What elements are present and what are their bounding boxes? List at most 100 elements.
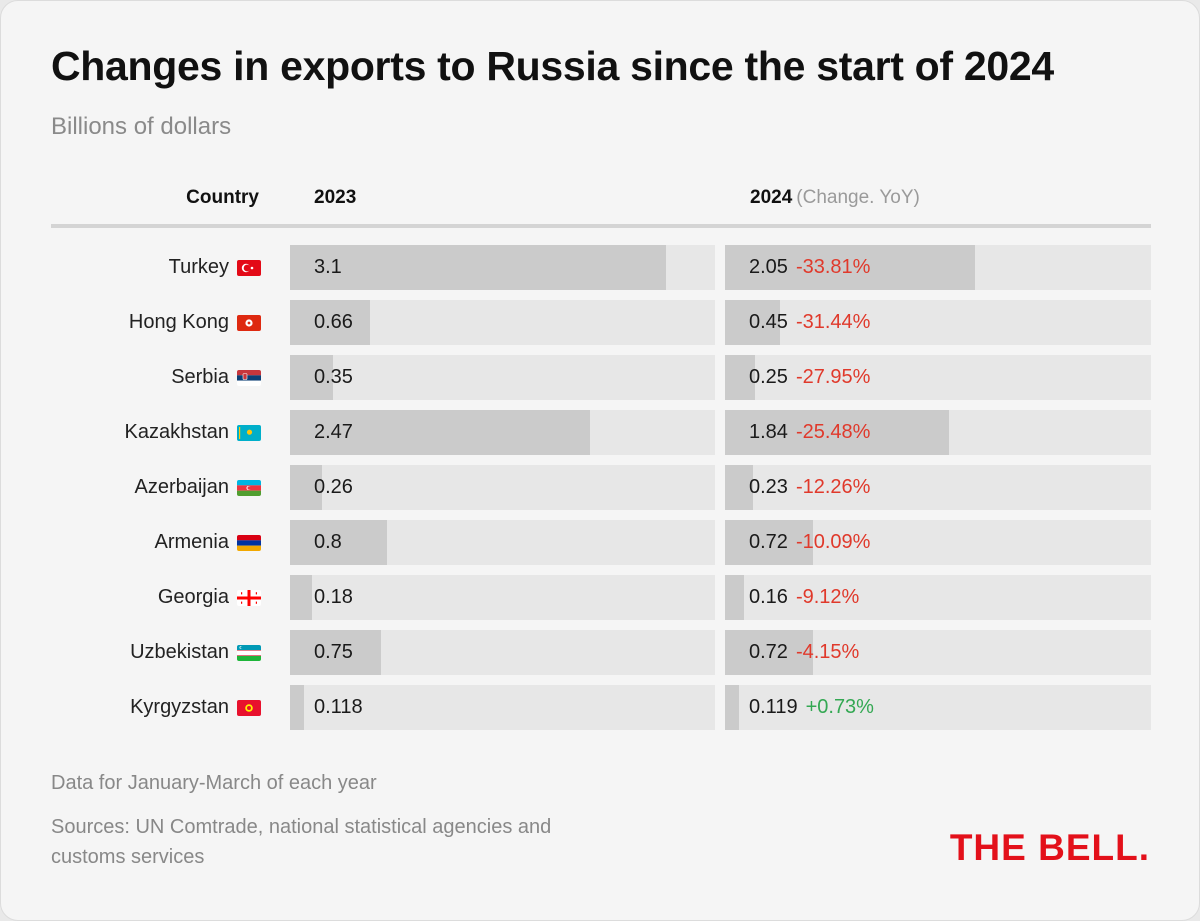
value-2023: 0.8 — [314, 531, 342, 553]
column-header-2024-note: (Change. YoY) — [796, 187, 920, 208]
country-name: Georgia — [157, 586, 229, 608]
value-2023: 0.18 — [314, 586, 353, 608]
value-2024: 2.05 — [749, 256, 788, 278]
value-2024: 0.23 — [749, 476, 788, 498]
row-hong-kong: Hong Kong 0.66 0.45 -31.44% — [1, 300, 1200, 345]
row-armenia: Armenia 0.8 0.72 -10.09% — [1, 520, 1200, 565]
bar-2023-uzbekistan — [290, 630, 381, 675]
value-label-2023: 0.8 — [314, 520, 342, 565]
value-label-2024: 0.23 -12.26% — [749, 465, 870, 510]
chart-subtitle: Billions of dollars — [51, 113, 232, 140]
bar-track-2023: 0.18 — [290, 575, 715, 620]
value-label-2023: 0.26 — [314, 465, 353, 510]
bar-2023-kyrgyzstan — [290, 685, 304, 730]
bar-track-2023: 0.26 — [290, 465, 715, 510]
chart-title: Changes in exports to Russia since the s… — [51, 43, 1054, 89]
change-yoy-label: +0.73% — [805, 696, 874, 718]
kyrgyzstan-flag-icon — [237, 699, 261, 716]
value-2023: 0.66 — [314, 311, 353, 333]
country-label: Azerbaijan — [134, 465, 261, 510]
country-name: Serbia — [171, 366, 229, 388]
header-divider — [51, 224, 1151, 228]
value-label-2024: 0.25 -27.95% — [749, 355, 870, 400]
value-label-2023: 2.47 — [314, 410, 353, 455]
change-yoy-label: -25.48% — [795, 421, 871, 443]
change-yoy-label: -4.15% — [795, 641, 860, 663]
row-uzbekistan: Uzbekistan 0.75 0.72 -4.15% — [1, 630, 1200, 675]
sources-note: Sources: UN Comtrade, national statistic… — [51, 816, 552, 868]
uzbekistan-flag-icon — [237, 644, 261, 661]
column-header-country: Country — [186, 187, 259, 208]
bar-2024-azerbaijan — [725, 465, 753, 510]
value-label-2023: 0.118 — [314, 685, 363, 730]
serbia-flag-icon — [237, 369, 261, 386]
country-name: Kyrgyzstan — [130, 696, 229, 718]
row-turkey: Turkey 3.1 2.05 -33.81% — [1, 245, 1200, 290]
country-name: Turkey — [168, 256, 229, 278]
value-label-2024: 0.45 -31.44% — [749, 300, 870, 345]
bar-2023-kazakhstan — [290, 410, 590, 455]
value-2023: 0.75 — [314, 641, 353, 663]
country-label: Kazakhstan — [124, 410, 261, 455]
value-2024: 0.72 — [749, 531, 788, 553]
value-label-2024: 0.119 +0.73% — [749, 685, 874, 730]
value-2023: 0.118 — [314, 696, 363, 718]
bar-track-2023: 3.1 — [290, 245, 715, 290]
bar-2024-hong-kong — [725, 300, 780, 345]
country-label: Serbia — [171, 355, 261, 400]
bar-2024-kazakhstan — [725, 410, 949, 455]
value-2023: 0.35 — [314, 366, 353, 388]
row-georgia: Georgia 0.18 0.16 -9.12% — [1, 575, 1200, 620]
country-label: Kyrgyzstan — [130, 685, 261, 730]
column-header-2024: 2024 (Change. YoY) — [750, 187, 920, 209]
bar-track-2024: 2.05 -33.81% — [725, 245, 1151, 290]
hong-kong-flag-icon — [237, 314, 261, 331]
bar-2023-serbia — [290, 355, 333, 400]
country-label: Armenia — [155, 520, 261, 565]
value-label-2023: 0.66 — [314, 300, 353, 345]
value-2024: 0.45 — [749, 311, 788, 333]
value-label-2023: 3.1 — [314, 245, 342, 290]
bar-track-2024: 0.72 -10.09% — [725, 520, 1151, 565]
bar-2024-serbia — [725, 355, 755, 400]
bar-track-2024: 0.119 +0.73% — [725, 685, 1151, 730]
change-yoy-label: -31.44% — [795, 311, 871, 333]
bar-track-2024: 1.84 -25.48% — [725, 410, 1151, 455]
country-name: Hong Kong — [128, 311, 229, 333]
bar-2023-turkey — [290, 245, 666, 290]
bar-2023-georgia — [290, 575, 312, 620]
change-yoy-label: -27.95% — [795, 366, 871, 388]
bar-track-2023: 0.118 — [290, 685, 715, 730]
country-name: Kazakhstan — [124, 421, 229, 443]
bar-track-2023: 0.66 — [290, 300, 715, 345]
row-serbia: Serbia 0.35 0.25 -27.95% — [1, 355, 1200, 400]
country-label: Uzbekistan — [130, 630, 261, 675]
value-2024: 0.25 — [749, 366, 788, 388]
change-yoy-label: -10.09% — [795, 531, 871, 553]
bar-track-2023: 2.47 — [290, 410, 715, 455]
azerbaijan-flag-icon — [237, 479, 261, 496]
bar-2023-azerbaijan — [290, 465, 322, 510]
bar-2024-turkey — [725, 245, 975, 290]
country-label: Hong Kong — [129, 300, 261, 345]
country-name: Armenia — [154, 531, 229, 553]
bar-track-2024: 0.16 -9.12% — [725, 575, 1151, 620]
bar-track-2024: 0.72 -4.15% — [725, 630, 1151, 675]
bar-2024-georgia — [725, 575, 744, 620]
value-2024: 0.72 — [749, 641, 788, 663]
row-azerbaijan: Azerbaijan 0.26 0.23 -12.26% — [1, 465, 1200, 510]
georgia-flag-icon — [237, 589, 261, 606]
value-label-2024: 2.05 -33.81% — [749, 245, 870, 290]
bar-track-2024: 0.25 -27.95% — [725, 355, 1151, 400]
value-label-2024: 0.72 -10.09% — [749, 520, 870, 565]
bar-track-2024: 0.23 -12.26% — [725, 465, 1151, 510]
country-label: Georgia — [158, 575, 261, 620]
value-label-2024: 0.72 -4.15% — [749, 630, 859, 675]
change-yoy-label: -9.12% — [795, 586, 860, 608]
change-yoy-label: -33.81% — [795, 256, 871, 278]
value-label-2024: 0.16 -9.12% — [749, 575, 859, 620]
country-label: Turkey — [169, 245, 261, 290]
column-header-2023: 2023 — [314, 187, 357, 208]
value-2024: 0.16 — [749, 586, 788, 608]
